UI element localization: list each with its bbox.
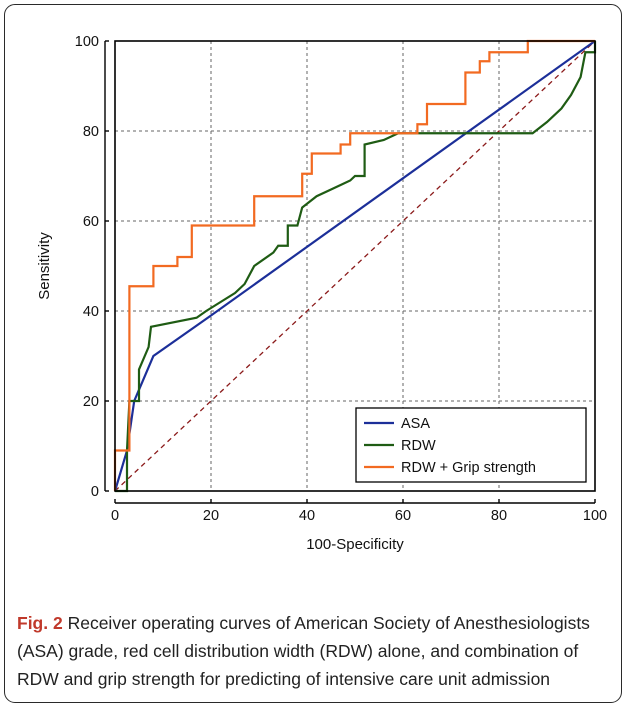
series-layer (113, 39, 597, 493)
plot-area-border (114, 40, 596, 492)
chart-legend: ASA RDW RDW + Grip strength (355, 407, 587, 483)
axis-ticks: 0 20 40 60 80 100 0 20 40 60 80 100 (75, 34, 607, 524)
grid-lines (115, 41, 595, 491)
y-tick-label: 100 (75, 34, 99, 50)
figure-label: Fig. 2 (17, 613, 63, 633)
y-tick-label: 60 (83, 214, 99, 230)
x-tick-label: 20 (203, 508, 219, 524)
x-tick-label: 0 (111, 508, 119, 524)
caption-text: Receiver operating curves of American So… (17, 613, 590, 689)
legend-box (355, 407, 587, 483)
series-line-1 (113, 40, 596, 492)
y-tick-label: 80 (83, 124, 99, 140)
legend-label: RDW + Grip strength (401, 460, 536, 476)
legend-label: RDW (401, 438, 436, 454)
reference-line (114, 40, 596, 492)
x-tick-label: 40 (299, 508, 315, 524)
y-tick-label: 0 (91, 484, 99, 500)
y-tick-label: 40 (83, 304, 99, 320)
series-line-2 (115, 41, 597, 493)
legend-label: ASA (401, 416, 430, 432)
x-tick-label: 100 (583, 508, 607, 524)
y-axis-label: Sensitivity (36, 232, 53, 300)
x-axis-label: 100-Specificity (306, 536, 404, 553)
y-tick-label: 20 (83, 394, 99, 410)
figure-frame: 0 20 40 60 80 100 0 20 40 60 80 100 Sensitivity 100… (4, 4, 622, 703)
x-tick-label: 60 (395, 508, 411, 524)
reference-diagonal (114, 40, 596, 492)
series-line-3 (113, 39, 595, 491)
figure-caption: Fig. 2 Receiver operating curves of Amer… (17, 609, 617, 693)
x-tick-label: 80 (491, 508, 507, 524)
roc-chart: 0 20 40 60 80 100 0 20 40 60 80 100 Sensitivity 100… (36, 34, 607, 553)
